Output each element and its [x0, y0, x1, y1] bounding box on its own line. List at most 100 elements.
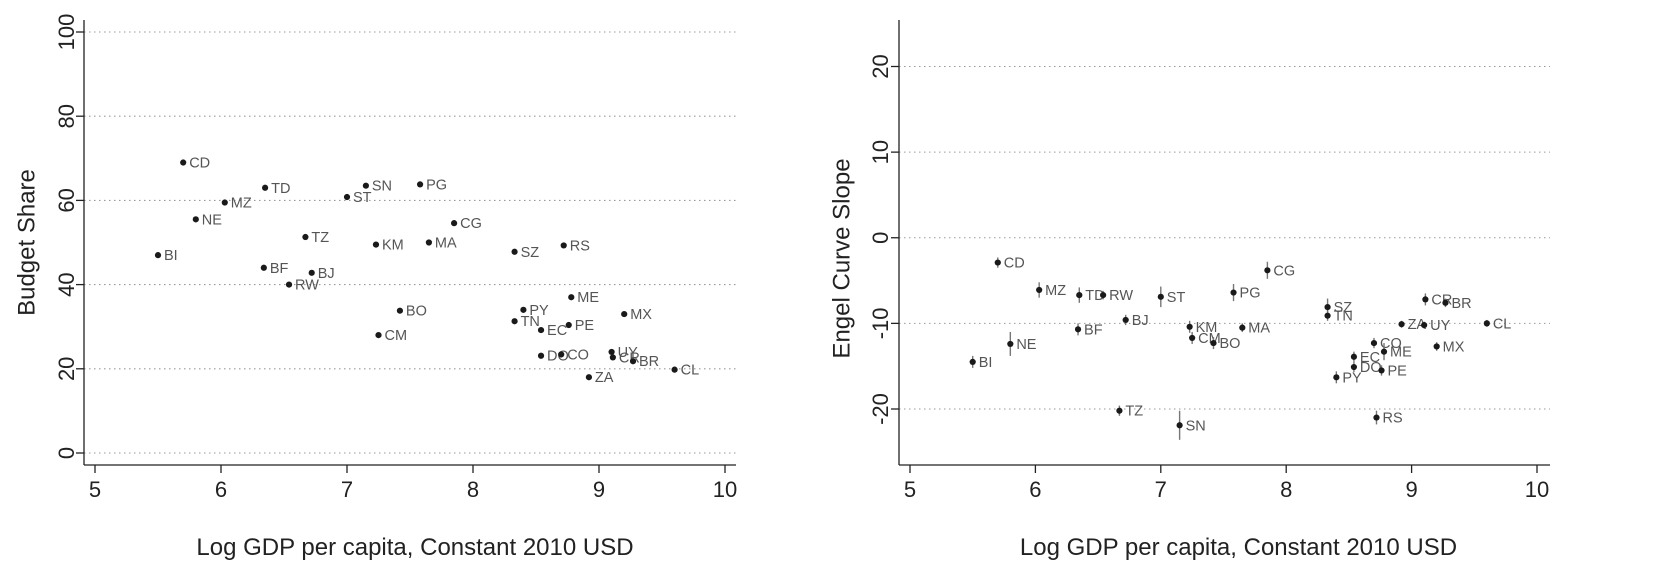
data-point	[568, 294, 575, 301]
point-label: PE	[575, 318, 595, 334]
point-label: BI	[979, 355, 993, 371]
engel-slope-chart: -20 -10 0 10 20 5 6 7 8 9 10 Log GDP per capita, Co…	[828, 20, 1550, 561]
data-point	[302, 233, 309, 241]
point-label: RW	[1109, 288, 1133, 304]
data-point	[1422, 296, 1429, 303]
data-point	[1324, 312, 1331, 319]
data-point	[416, 181, 424, 188]
point-label: KM	[382, 238, 404, 254]
y-tick-label: 20	[54, 357, 79, 381]
data-point	[1350, 363, 1358, 371]
point-label: BO	[406, 304, 427, 320]
point-label: PY	[1342, 370, 1362, 386]
data-point	[451, 220, 458, 227]
data-point	[396, 307, 404, 314]
data-point	[1230, 289, 1237, 296]
data-point	[1239, 324, 1246, 331]
y-tick-label: 10	[868, 140, 893, 164]
point-label: ME	[1390, 345, 1412, 361]
data-point	[375, 332, 382, 339]
point-label: TZ	[311, 230, 329, 246]
data-point	[1007, 340, 1014, 348]
budget-share-chart: 0 20 40 60 80 100 5 6 7 8 9 10 Log GDP per capita, C…	[13, 14, 737, 561]
data-point	[1264, 267, 1271, 274]
point-label: PY	[529, 303, 549, 319]
point-label: MZ	[231, 196, 252, 212]
data-point	[609, 354, 616, 361]
point-label: CL	[1493, 316, 1512, 332]
point-label: NE	[1016, 337, 1036, 353]
data-point	[520, 306, 527, 313]
data-point	[994, 259, 1001, 266]
point-label: PE	[1388, 363, 1408, 379]
point-label: TD	[1085, 288, 1104, 304]
point-label: BF	[270, 261, 289, 277]
point-label: KM	[1196, 320, 1218, 336]
point-label: CO	[1380, 336, 1402, 352]
point-label: ME	[577, 290, 599, 306]
x-tick-label: 7	[1155, 477, 1167, 502]
data-point	[511, 248, 518, 255]
data-point	[1176, 422, 1183, 429]
point-label: BR	[639, 354, 659, 370]
y-tick-label: 0	[54, 447, 79, 459]
data-point	[1483, 320, 1490, 327]
data-point	[1116, 407, 1123, 414]
data-point	[1373, 414, 1380, 421]
x-tick-label: 5	[89, 477, 101, 502]
point-label: DO	[1360, 360, 1382, 376]
data-point	[511, 318, 518, 325]
point-label: MA	[435, 236, 457, 252]
point-label: CD	[189, 156, 210, 172]
y-tick-label: 100	[54, 14, 79, 51]
point-label: MX	[1443, 339, 1465, 355]
data-point	[558, 351, 565, 358]
point-label: DO	[547, 349, 569, 365]
data-point	[154, 252, 162, 259]
data-point	[1380, 348, 1388, 355]
x-tick-label: 9	[1405, 477, 1417, 502]
point-label: CG	[460, 216, 482, 232]
data-point	[1350, 353, 1358, 360]
data-point	[1157, 293, 1164, 300]
point-label: ZA	[595, 370, 614, 386]
point-label: MA	[1248, 321, 1270, 337]
point-label: UY	[1430, 318, 1450, 334]
data-point	[565, 321, 572, 329]
point-label: SN	[372, 179, 392, 195]
y-tick-label: 60	[54, 188, 79, 212]
point-label: BJ	[318, 266, 335, 282]
point-label: ST	[1167, 290, 1186, 306]
data-point	[362, 182, 369, 189]
point-label: CR	[1431, 292, 1452, 308]
y-tick-label: 80	[54, 104, 79, 128]
data-point	[585, 374, 593, 381]
y-tick-label: -10	[868, 307, 893, 339]
x-axis-title: Log GDP per capita, Constant 2010 USD	[1020, 534, 1457, 561]
point-label: BR	[1451, 296, 1471, 312]
point-label: SZ	[521, 245, 540, 261]
point-label: TD	[271, 181, 290, 197]
data-point	[260, 264, 267, 271]
x-axis-title: Log GDP per capita, Constant 2010 USD	[196, 534, 633, 561]
data-point	[425, 239, 432, 246]
data-point	[560, 242, 567, 249]
data-point	[221, 199, 228, 206]
data-point	[1186, 323, 1193, 330]
data-point	[1370, 339, 1378, 347]
point-label: EC	[1360, 350, 1380, 366]
data-point	[1074, 326, 1082, 333]
x-tick-label: 9	[593, 477, 605, 502]
data-point	[1333, 374, 1340, 381]
data-point	[608, 348, 615, 356]
y-tick-label: 0	[868, 232, 893, 244]
point-label: TN	[521, 314, 540, 330]
point-label: TN	[1334, 309, 1353, 325]
x-tick-label: 6	[1029, 477, 1041, 502]
point-label: RS	[1382, 411, 1402, 427]
data-point	[343, 193, 351, 201]
point-label: CL	[681, 363, 700, 379]
point-label: BI	[164, 248, 178, 264]
data-point	[285, 281, 293, 288]
